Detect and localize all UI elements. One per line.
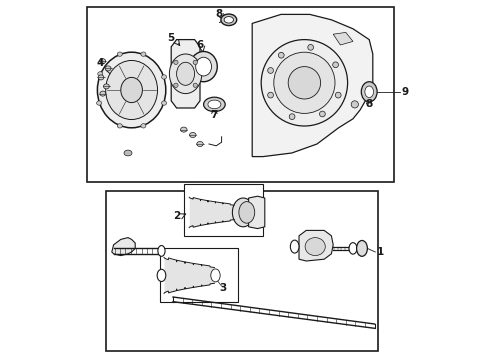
- Text: 7: 7: [211, 110, 218, 120]
- Ellipse shape: [190, 132, 196, 138]
- Text: 4: 4: [96, 58, 103, 68]
- Polygon shape: [171, 40, 200, 108]
- Text: 5: 5: [168, 33, 175, 43]
- Ellipse shape: [278, 52, 284, 58]
- Ellipse shape: [291, 240, 299, 253]
- Ellipse shape: [98, 72, 103, 76]
- Ellipse shape: [162, 101, 167, 105]
- Ellipse shape: [361, 82, 377, 102]
- Ellipse shape: [211, 269, 220, 282]
- Ellipse shape: [170, 54, 202, 94]
- Text: 9: 9: [402, 87, 409, 97]
- Ellipse shape: [239, 202, 255, 223]
- Ellipse shape: [196, 57, 212, 76]
- Ellipse shape: [349, 243, 357, 254]
- Ellipse shape: [351, 101, 358, 108]
- Ellipse shape: [117, 124, 122, 128]
- Ellipse shape: [141, 124, 146, 128]
- Polygon shape: [248, 196, 265, 229]
- Ellipse shape: [106, 60, 157, 120]
- Ellipse shape: [204, 97, 225, 112]
- Ellipse shape: [289, 114, 295, 120]
- Ellipse shape: [176, 62, 195, 85]
- Ellipse shape: [105, 66, 111, 71]
- Ellipse shape: [261, 40, 347, 126]
- Polygon shape: [252, 14, 373, 157]
- Text: 6: 6: [196, 40, 204, 50]
- Ellipse shape: [333, 62, 339, 68]
- Ellipse shape: [124, 150, 132, 156]
- Text: 2: 2: [173, 211, 180, 221]
- Polygon shape: [299, 230, 333, 261]
- Ellipse shape: [98, 52, 166, 128]
- Ellipse shape: [158, 246, 165, 256]
- Ellipse shape: [117, 52, 122, 56]
- Ellipse shape: [365, 86, 373, 98]
- Ellipse shape: [221, 14, 237, 26]
- Ellipse shape: [197, 141, 203, 147]
- Ellipse shape: [193, 60, 197, 64]
- Text: 3: 3: [220, 283, 227, 293]
- Bar: [87, 7, 394, 182]
- Ellipse shape: [268, 68, 273, 73]
- Bar: [160, 248, 238, 302]
- Ellipse shape: [208, 100, 221, 109]
- Ellipse shape: [100, 91, 106, 96]
- Ellipse shape: [224, 17, 233, 23]
- Polygon shape: [112, 238, 135, 256]
- Ellipse shape: [274, 52, 335, 113]
- Text: 8: 8: [366, 99, 373, 109]
- Ellipse shape: [268, 92, 273, 98]
- Ellipse shape: [305, 238, 325, 256]
- Ellipse shape: [141, 52, 146, 56]
- Bar: [184, 184, 263, 236]
- Ellipse shape: [232, 198, 254, 227]
- Bar: [106, 191, 378, 351]
- Ellipse shape: [157, 269, 166, 282]
- Ellipse shape: [97, 101, 101, 105]
- Polygon shape: [333, 32, 353, 45]
- Ellipse shape: [308, 45, 314, 50]
- Ellipse shape: [121, 77, 143, 103]
- Ellipse shape: [288, 67, 320, 99]
- Ellipse shape: [100, 59, 106, 64]
- Ellipse shape: [335, 92, 341, 98]
- Ellipse shape: [319, 111, 325, 117]
- Ellipse shape: [103, 84, 109, 89]
- Ellipse shape: [190, 51, 217, 82]
- Ellipse shape: [174, 83, 178, 87]
- Ellipse shape: [98, 75, 104, 80]
- Ellipse shape: [193, 83, 197, 87]
- Ellipse shape: [180, 127, 187, 132]
- Text: 1: 1: [376, 247, 384, 257]
- Ellipse shape: [357, 240, 368, 256]
- Ellipse shape: [162, 75, 167, 79]
- Ellipse shape: [174, 60, 178, 64]
- Text: 8: 8: [216, 9, 222, 19]
